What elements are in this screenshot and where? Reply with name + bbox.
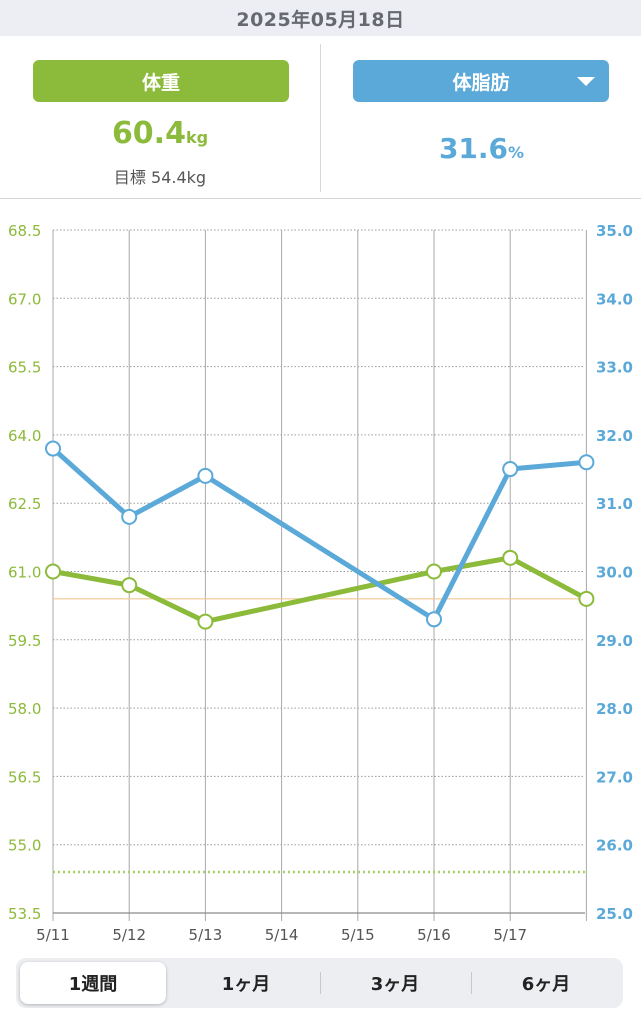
weight-goal: 目標 54.4kg bbox=[113, 168, 207, 187]
weight-data-point bbox=[426, 563, 442, 580]
weight-data-point bbox=[45, 563, 61, 580]
y-tick-label-left: 62.5 bbox=[8, 495, 41, 513]
body-fat-series-line bbox=[50, 446, 589, 622]
y-tick-label-right: 34.0 bbox=[596, 290, 633, 308]
weight-bodyfat-chart[interactable]: 53.5 25.0 55.0 26.0 56.5 27.0 58.0 28.0 59.5 29.0… bbox=[0, 200, 641, 948]
weight-button[interactable]: 体重 bbox=[33, 60, 289, 102]
date-header[interactable]: 2025年05月18日 bbox=[0, 0, 641, 36]
body-fat-data-point bbox=[45, 440, 61, 457]
body-fat-data-point bbox=[121, 508, 138, 525]
y-tick-label-right: 32.0 bbox=[596, 427, 633, 445]
body-fat-label: 体脂肪 bbox=[452, 71, 510, 94]
y-tick-label-left: 55.0 bbox=[8, 837, 41, 855]
body-fat-data-point bbox=[426, 611, 442, 628]
tab-separator bbox=[471, 972, 472, 994]
x-tick-label: 5/15 bbox=[341, 926, 375, 944]
x-tick-label: 5/16 bbox=[417, 926, 451, 944]
weight-panel[interactable]: 体重 60.4kg 目標 54.4kg bbox=[0, 36, 320, 198]
body-fat-data-point bbox=[197, 467, 214, 484]
y-tick-label-right: 26.0 bbox=[596, 837, 633, 855]
y-tick-label-left: 64.0 bbox=[8, 427, 41, 445]
y-tick-label-right: 33.0 bbox=[596, 359, 633, 377]
period-tabs: 1週間 1ヶ月 3ヶ月 6ヶ月 bbox=[16, 958, 623, 1008]
y-tick-label-left: 53.5 bbox=[8, 905, 41, 923]
y-tick-label-right: 35.0 bbox=[596, 222, 633, 240]
x-tick-label: 5/13 bbox=[189, 926, 223, 944]
weight-value: 60.4kg bbox=[0, 116, 320, 151]
weight-data-point bbox=[197, 613, 214, 630]
weight-unit: kg bbox=[185, 128, 209, 147]
y-tick-label-left: 65.5 bbox=[8, 359, 41, 377]
tab-separator bbox=[320, 972, 321, 994]
weight-series-line bbox=[50, 555, 589, 625]
weight-data-point bbox=[502, 549, 519, 566]
y-tick-label-left: 56.5 bbox=[8, 768, 41, 786]
y-tick-label-left: 58.0 bbox=[8, 700, 41, 718]
panel-divider bbox=[320, 44, 321, 192]
tab-1-month[interactable]: 1ヶ月 bbox=[221, 974, 271, 995]
y-tick-label-right: 29.0 bbox=[596, 632, 633, 650]
body-fat-data-point bbox=[578, 454, 595, 471]
y-tick-label-right: 31.0 bbox=[596, 495, 633, 513]
weight-data-point bbox=[121, 577, 138, 594]
tab-1-week[interactable]: 1週間 bbox=[20, 962, 166, 1004]
x-tick-label: 5/14 bbox=[265, 926, 299, 944]
y-tick-label-right: 25.0 bbox=[596, 905, 633, 923]
y-tick-label-left: 59.5 bbox=[8, 632, 41, 650]
y-tick-label-right: 27.0 bbox=[596, 768, 633, 786]
tab-6-months[interactable]: 6ヶ月 bbox=[521, 974, 571, 995]
weight-number: 60.4 bbox=[111, 116, 186, 151]
body-fat-unit: % bbox=[508, 143, 525, 162]
body-fat-data-point bbox=[502, 461, 519, 478]
body-fat-value: 31.6% bbox=[322, 132, 641, 165]
body-fat-number: 31.6 bbox=[438, 132, 509, 165]
x-tick-label: 5/11 bbox=[36, 926, 70, 944]
tab-3-months[interactable]: 3ヶ月 bbox=[370, 974, 420, 995]
y-tick-label-left: 67.0 bbox=[8, 290, 41, 308]
y-tick-label-right: 28.0 bbox=[596, 700, 633, 718]
y-tick-label-right: 30.0 bbox=[596, 564, 633, 582]
caret-down-icon bbox=[577, 77, 595, 86]
y-tick-label-left: 68.5 bbox=[8, 222, 41, 240]
x-tick-label: 5/17 bbox=[493, 926, 527, 944]
header-divider bbox=[0, 198, 641, 199]
y-tick-label-left: 61.0 bbox=[8, 564, 41, 582]
body-fat-panel[interactable]: 体脂肪 31.6% bbox=[322, 36, 641, 198]
weight-data-point bbox=[578, 590, 595, 607]
x-tick-label: 5/12 bbox=[112, 926, 146, 944]
body-fat-dropdown-button[interactable]: 体脂肪 bbox=[353, 60, 609, 102]
